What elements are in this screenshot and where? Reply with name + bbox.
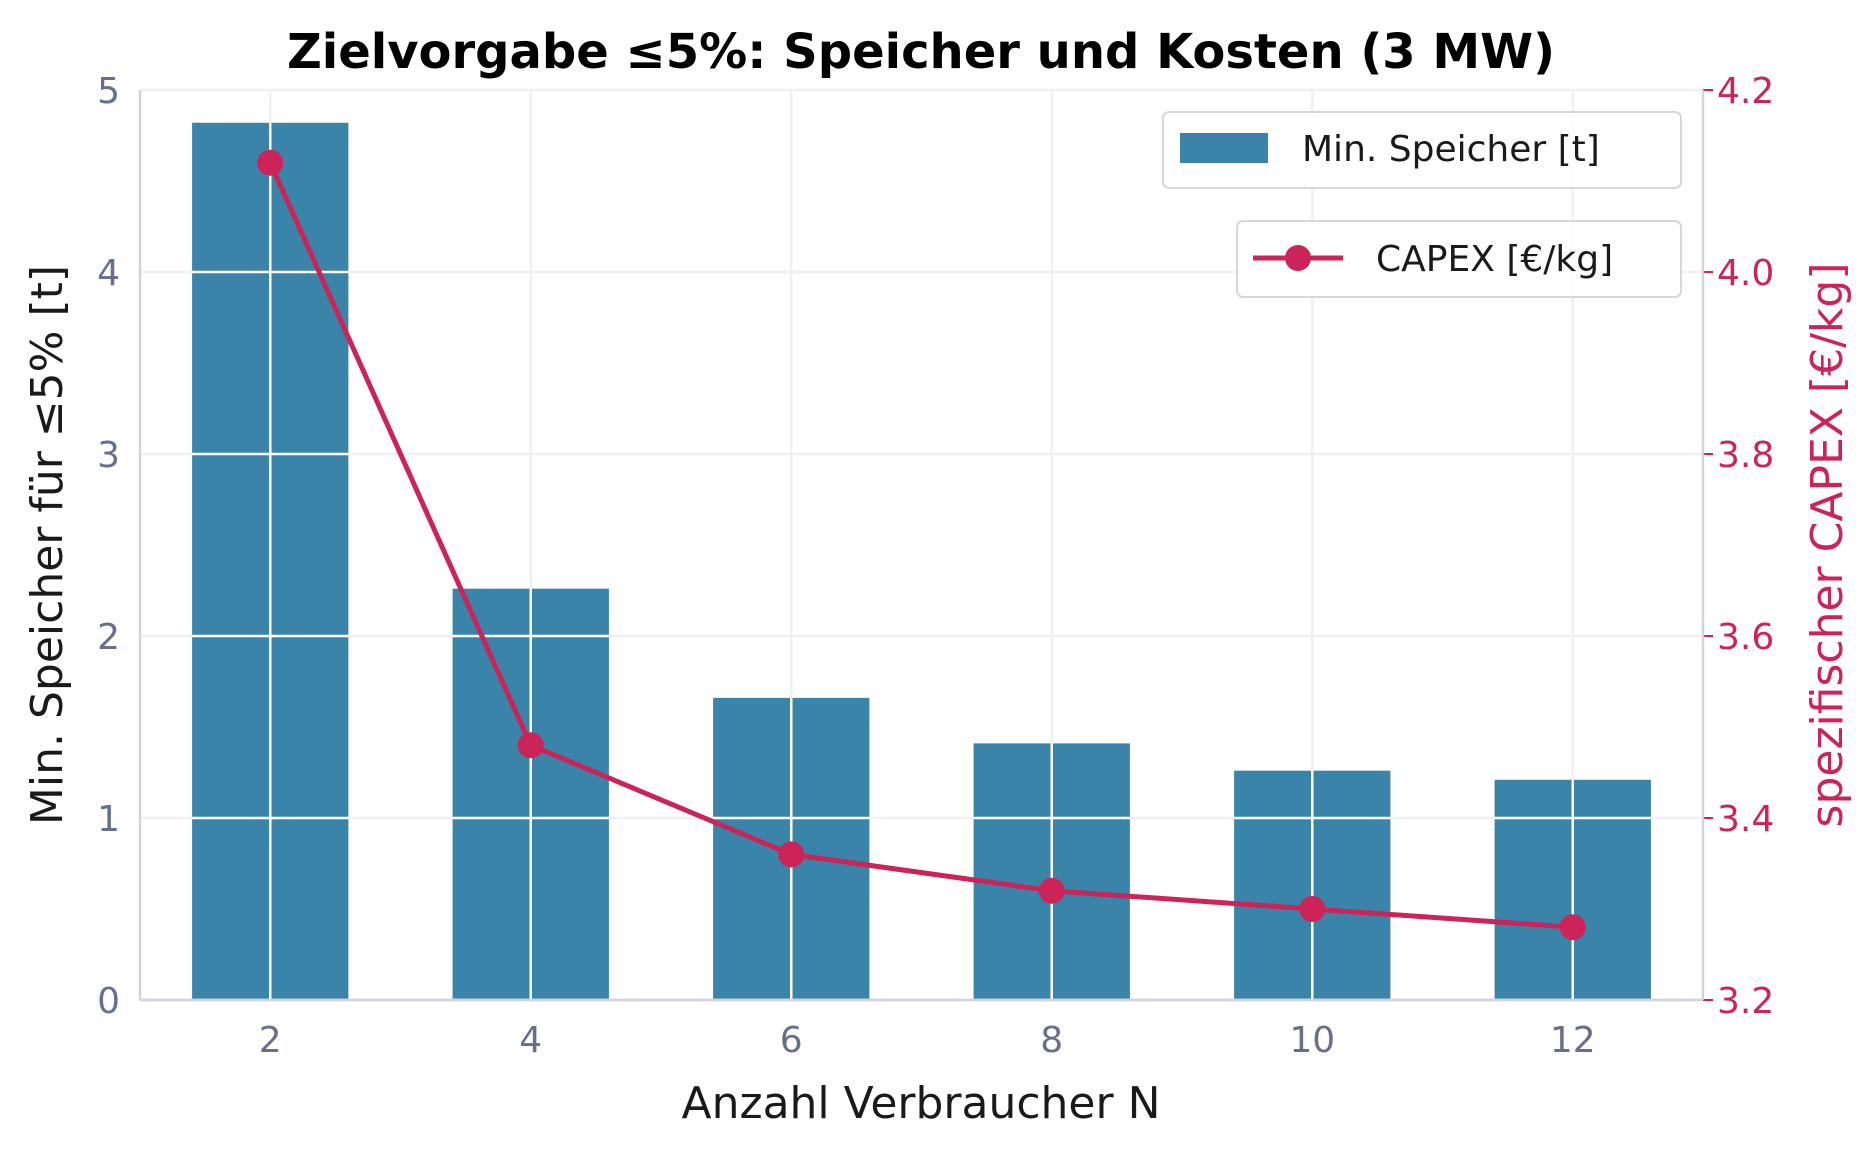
y-tick-label: 3 [97,435,120,476]
capex-polyline [267,161,1573,930]
legend-bar: Min. Speicher [t] [1162,111,1682,189]
legend-bar-label: Min. Speicher [t] [1302,129,1600,170]
x-tick-label: 6 [780,1020,803,1061]
capex-point [1038,877,1065,904]
legend-line-marker [1285,245,1311,271]
legend-line: CAPEX [€/kg] [1236,220,1682,298]
x-tick-label: 12 [1550,1020,1596,1061]
y-tick-label: 5 [97,71,120,112]
capex-point [778,841,805,868]
y-axis-label: Min. Speicher für ≤5% [t] [22,265,73,825]
x-axis-label: Anzahl Verbraucher N [682,1078,1161,1129]
capex-point [257,149,284,176]
y2-axis-label: spezifischer CAPEX [€/kg] [1802,263,1853,828]
y-tick-label: 2 [97,617,120,658]
y-tick-label: 1 [97,799,120,840]
x-tick-label: 2 [259,1020,282,1061]
y2-tick-label: 3.6 [1717,617,1774,658]
y2-tick-label: 3.2 [1717,981,1774,1022]
capex-point [517,732,544,759]
y2-tick-label: 4.2 [1717,71,1774,112]
y2-tick-label: 3.8 [1717,435,1774,476]
y2-tick-label: 3.4 [1717,799,1774,840]
legend-line-label: CAPEX [€/kg] [1376,239,1613,280]
capex-point [1559,914,1586,941]
x-tick-label: 10 [1289,1020,1335,1061]
y-tick-label: 4 [97,253,120,294]
x-tick-label: 8 [1040,1020,1063,1061]
legend-bar-swatch [1180,133,1268,163]
capex-point [1299,896,1326,922]
capex-line [257,149,1586,941]
x-tick-label: 4 [519,1020,542,1061]
chart-title: Zielvorgabe ≤5%: Speicher und Kosten (3 … [287,24,1555,80]
y2-tick-label: 4.0 [1717,253,1774,294]
y-tick-label: 0 [97,981,120,1022]
